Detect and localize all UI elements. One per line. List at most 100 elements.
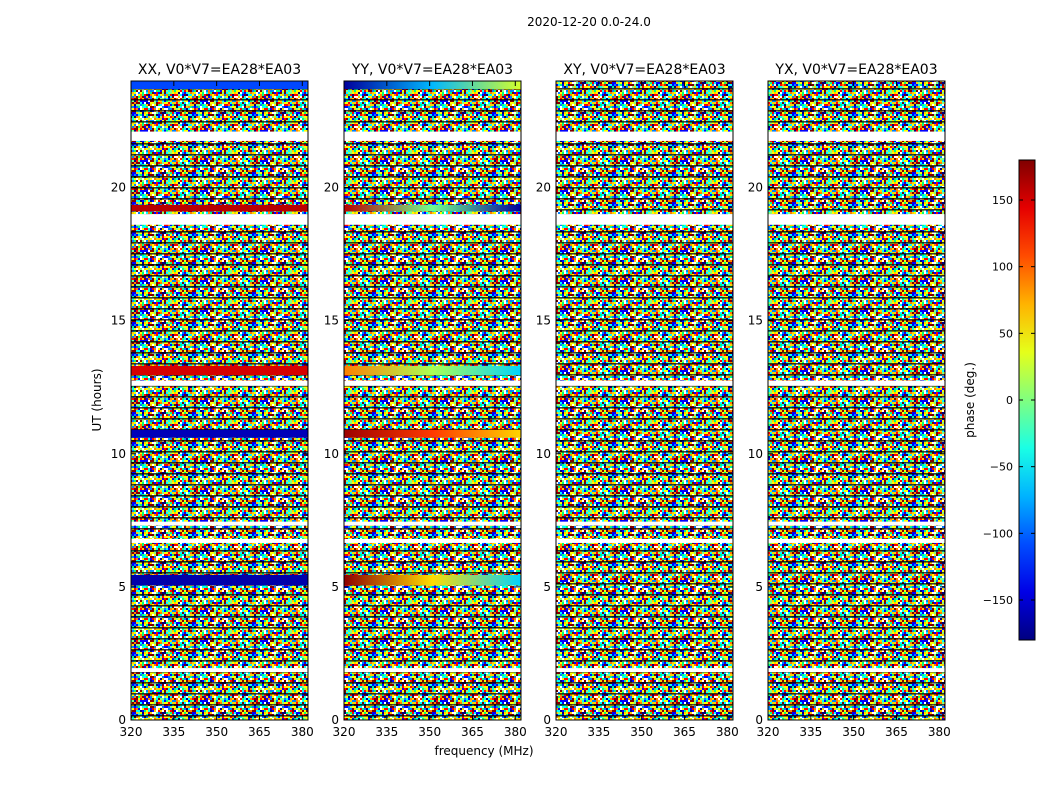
y-tick-label: 15 [324,314,339,328]
flagged-band [556,668,733,673]
colorbar-tick-label: 100 [992,261,1013,274]
flagged-band [344,214,521,225]
coherent-band [344,574,521,586]
x-axis-label: frequency (MHz) [434,744,533,758]
y-tick-label: 20 [111,181,126,195]
panel-1-time-gaps [131,81,308,720]
flagged-band [556,521,733,526]
coherent-band [131,365,308,376]
panel-1: XX, V0*V7=EA28*EA03 320 335 350 365 380 0 5 10 15… [111,62,314,739]
flagged-band [131,538,308,543]
coherent-band [131,574,308,586]
flagged-band [768,380,945,386]
flagged-band [556,380,733,386]
colorbar-tick-label: −150 [983,594,1013,607]
flagged-band [768,214,945,225]
flagged-band [344,131,521,141]
y-tick-label: 5 [755,580,763,594]
x-tick-label: 350 [205,725,228,739]
x-tick-label: 380 [716,725,739,739]
x-tick-label: 365 [885,725,908,739]
y-tick-label: 5 [331,580,339,594]
coherent-band [131,81,308,89]
y-tick-label: 0 [331,713,339,727]
panel-title: XY, V0*V7=EA28*EA03 [563,62,725,78]
coherent-band [344,365,521,376]
x-tick-label: 335 [375,725,398,739]
panel-4-time-gaps [768,81,945,720]
flagged-band [131,521,308,526]
y-tick-label: 15 [748,314,763,328]
y-tick-label: 20 [324,181,339,195]
x-tick-label: 320 [545,725,568,739]
colorbar-tick-label: −50 [990,461,1013,474]
y-tick-label: 10 [111,447,126,461]
x-tick-label: 365 [673,725,696,739]
flagged-band [344,538,521,543]
panel-title: YX, V0*V7=EA28*EA03 [774,62,937,78]
colorbar-tick-label: 50 [999,327,1013,340]
flagged-band [556,214,733,225]
flagged-band [768,538,945,543]
y-tick-label: 0 [543,713,551,727]
panel-frame [555,80,734,721]
y-tick-label: 10 [536,447,551,461]
flagged-band [131,131,308,141]
flagged-band [131,214,308,225]
x-tick-label: 335 [587,725,610,739]
panel-frame [130,80,309,721]
panel-title: YY, V0*V7=EA28*EA03 [351,62,513,78]
y-tick-label: 10 [748,447,763,461]
colorbar-tick-label: −100 [983,527,1013,540]
panel-3: XY, V0*V7=EA28*EA03 320 335 350 365 380 0 5 10 15… [536,62,739,739]
coherent-band [344,204,521,212]
flagged-band [556,131,733,141]
x-tick-label: 320 [333,725,356,739]
y-axis-label: UT (hours) [90,368,104,431]
colorbar: −150 −100 −50 0 50 100 150 [983,159,1036,641]
x-tick-label: 350 [842,725,865,739]
panel-frame [767,80,946,721]
panel-title: XX, V0*V7=EA28*EA03 [138,62,301,78]
y-tick-label: 10 [324,447,339,461]
flagged-band [768,668,945,673]
figure-suptitle: 2020-12-20 0.0-24.0 [527,15,651,29]
coherent-band [131,429,308,438]
flagged-band [768,521,945,526]
flagged-band [344,521,521,526]
flagged-band [131,668,308,673]
x-tick-label: 350 [418,725,441,739]
colorbar-tick-label: 0 [1006,394,1013,407]
coherent-band [344,81,521,89]
panel-2: YY, V0*V7=EA28*EA03 320 335 350 365 380 0 5 10 15… [324,62,527,739]
y-tick-label: 0 [118,713,126,727]
x-tick-label: 380 [504,725,527,739]
x-tick-label: 320 [120,725,143,739]
flagged-band [131,380,308,386]
flagged-band [556,538,733,543]
x-tick-label: 365 [461,725,484,739]
y-tick-label: 0 [755,713,763,727]
colorbar-label: phase (deg.) [963,362,977,438]
panel-4: YX, V0*V7=EA28*EA03 320 335 350 365 380 0 5 10 15… [748,62,951,739]
y-tick-label: 15 [536,314,551,328]
y-tick-label: 5 [543,580,551,594]
panel-frame [343,80,522,721]
x-tick-label: 380 [928,725,951,739]
coherent-band [344,429,521,438]
coherent-band [131,204,308,212]
x-tick-label: 380 [291,725,314,739]
flagged-band [344,380,521,386]
colorbar-tick-label: 150 [992,194,1013,207]
y-tick-label: 20 [748,181,763,195]
panel-3-time-gaps [556,81,733,720]
y-tick-label: 20 [536,181,551,195]
panel-2-time-gaps [344,81,521,720]
x-tick-label: 350 [630,725,653,739]
y-tick-label: 15 [111,314,126,328]
x-tick-label: 320 [757,725,780,739]
y-tick-label: 5 [118,580,126,594]
x-tick-label: 335 [799,725,822,739]
